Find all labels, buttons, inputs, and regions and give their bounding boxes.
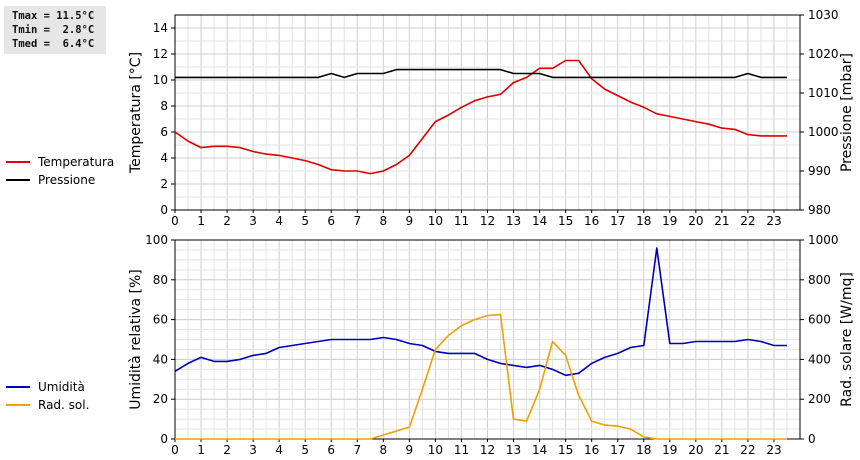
- x-tick-label: 9: [406, 214, 414, 228]
- y-tick-label: 0: [160, 432, 168, 446]
- x-tick-label: 18: [636, 443, 651, 457]
- x-tick-label: 23: [766, 443, 781, 457]
- y2-tick-label: 980: [808, 203, 831, 217]
- y-tick-label: 80: [153, 273, 168, 287]
- y-tick-label: 8: [160, 99, 168, 113]
- x-tick-label: 20: [688, 214, 703, 228]
- x-tick-label: 12: [480, 214, 495, 228]
- legend-label: Umidità: [38, 380, 85, 394]
- stat-tmin: Tmin = 2.8°C: [12, 24, 95, 36]
- y2-tick-label: 1000: [808, 233, 839, 247]
- x-tick-label: 20: [688, 443, 703, 457]
- stats-box: Tmax = 11.5°C Tmin = 2.8°C Tmed = 6.4°C: [4, 6, 106, 54]
- y2-tick-label: 600: [808, 313, 831, 327]
- plot-frame: [174, 239, 801, 440]
- x-tick-label: 15: [558, 443, 573, 457]
- y-tick-label: 14: [153, 21, 168, 35]
- y2-tick-label: 1030: [808, 8, 839, 22]
- x-tick-label: 5: [301, 214, 309, 228]
- x-tick-label: 12: [480, 443, 495, 457]
- x-tick-label: 14: [532, 443, 547, 457]
- y-axis-label: Temperatura [°C]: [128, 52, 144, 174]
- series-line-pressione: [175, 68, 787, 79]
- series-line-temperatura: [174, 59, 787, 175]
- x-tick-label: 9: [406, 443, 414, 457]
- y2-tick-label: 200: [808, 392, 831, 406]
- x-tick-label: 18: [636, 214, 651, 228]
- y2-axis-label: Pressione [mbar]: [839, 53, 855, 172]
- y2-tick-label: 0: [808, 432, 816, 446]
- x-tick-label: 19: [662, 214, 677, 228]
- x-tick-label: 4: [275, 214, 283, 228]
- x-tick-label: 17: [610, 443, 625, 457]
- y2-tick-label: 990: [808, 164, 831, 178]
- y-tick-label: 0: [160, 203, 168, 217]
- y-tick-label: 60: [153, 313, 168, 327]
- x-tick-label: 10: [428, 443, 443, 457]
- x-tick-label: 17: [610, 214, 625, 228]
- x-tick-label: 16: [584, 214, 599, 228]
- stat-tmed: Tmed = 6.4°C: [12, 38, 95, 50]
- stat-tmax: Tmax = 11.5°C: [12, 10, 95, 22]
- x-tick-label: 0: [171, 443, 179, 457]
- x-tick-label: 13: [506, 443, 521, 457]
- x-tick-label: 22: [740, 214, 755, 228]
- y2-axis-label: Rad. solare [W/mq]: [839, 272, 855, 407]
- x-tick-label: 14: [532, 214, 547, 228]
- y-tick-label: 12: [153, 47, 168, 61]
- y-tick-label: 20: [153, 392, 168, 406]
- x-tick-label: 1: [197, 214, 205, 228]
- x-tick-label: 5: [301, 443, 309, 457]
- x-tick-label: 22: [740, 443, 755, 457]
- x-tick-label: 6: [327, 443, 335, 457]
- y2-tick-label: 400: [808, 352, 831, 366]
- x-tick-label: 3: [249, 214, 257, 228]
- y2-tick-label: 800: [808, 273, 831, 287]
- x-tick-label: 23: [766, 214, 781, 228]
- x-tick-label: 7: [353, 443, 361, 457]
- y-tick-label: 100: [145, 233, 168, 247]
- x-tick-label: 15: [558, 214, 573, 228]
- x-tick-label: 16: [584, 443, 599, 457]
- x-tick-label: 1: [197, 443, 205, 457]
- x-tick-label: 8: [380, 443, 388, 457]
- x-tick-label: 11: [454, 443, 469, 457]
- legend-label: Rad. sol.: [38, 398, 89, 412]
- x-tick-label: 8: [380, 214, 388, 228]
- x-tick-label: 10: [428, 214, 443, 228]
- y-tick-label: 4: [160, 151, 168, 165]
- y2-tick-label: 1010: [808, 86, 839, 100]
- series-line-umidit: [174, 247, 787, 377]
- x-tick-label: 3: [249, 443, 257, 457]
- y2-tick-label: 1020: [808, 47, 839, 61]
- x-tick-label: 4: [275, 443, 283, 457]
- y-axis-label: Umidità relativa [%]: [128, 269, 144, 410]
- legend-label: Temperatura: [37, 155, 114, 169]
- x-tick-label: 0: [171, 214, 179, 228]
- x-tick-label: 6: [327, 214, 335, 228]
- y-tick-label: 6: [160, 125, 168, 139]
- plot-frame: [174, 14, 801, 211]
- y2-tick-label: 1000: [808, 125, 839, 139]
- y-tick-label: 2: [160, 177, 168, 191]
- x-tick-label: 11: [454, 214, 469, 228]
- x-tick-label: 21: [714, 214, 729, 228]
- x-tick-label: 2: [223, 443, 231, 457]
- x-tick-label: 2: [223, 214, 231, 228]
- x-tick-label: 13: [506, 214, 521, 228]
- series-line-rad-sol: [175, 313, 787, 440]
- y-tick-label: 40: [153, 352, 168, 366]
- x-tick-label: 19: [662, 443, 677, 457]
- y-tick-label: 10: [153, 73, 168, 87]
- legend-label: Pressione: [38, 173, 95, 187]
- x-tick-label: 21: [714, 443, 729, 457]
- x-tick-label: 7: [353, 214, 361, 228]
